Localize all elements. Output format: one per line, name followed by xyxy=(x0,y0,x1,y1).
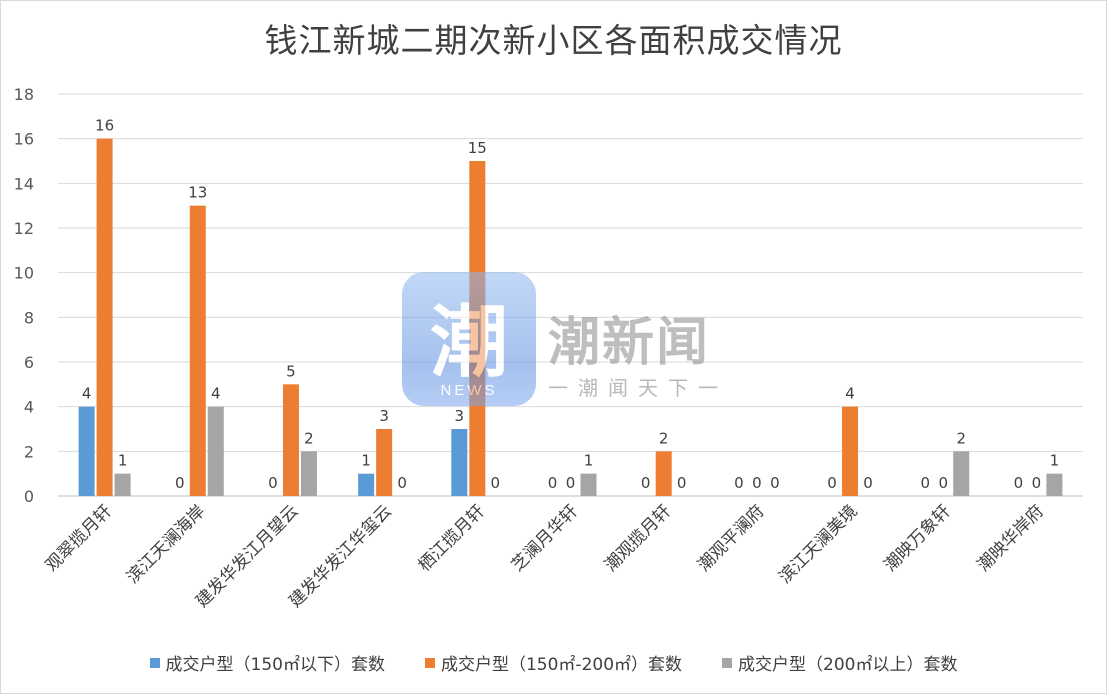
data-label: 0 xyxy=(175,474,185,492)
x-tick-label: 滨江天澜海岸 xyxy=(123,501,209,587)
legend-item-3: 成交户型（200㎡以上）套数 xyxy=(722,650,957,675)
data-label: 3 xyxy=(455,407,465,425)
data-label: 0 xyxy=(770,474,780,492)
legend-label-2: 成交户型（150㎡-200㎡）套数 xyxy=(440,655,683,675)
data-label: 0 xyxy=(566,474,576,492)
bar xyxy=(953,451,970,496)
data-label: 0 xyxy=(677,474,687,492)
data-label: 0 xyxy=(863,474,873,492)
y-tick-label: 0 xyxy=(24,487,34,506)
watermark-glyph: 潮 xyxy=(429,298,508,388)
y-tick-label: 6 xyxy=(24,353,34,372)
x-tick-label: 滨江天澜美境 xyxy=(775,501,861,587)
y-tick-label: 16 xyxy=(14,130,34,149)
y-tick-label: 10 xyxy=(14,264,34,283)
watermark-news: NEWS xyxy=(440,382,498,399)
x-tick-label: 潮观平澜府 xyxy=(694,501,768,575)
data-label: 2 xyxy=(304,429,314,447)
bar xyxy=(580,473,597,496)
data-label: 0 xyxy=(1032,474,1042,492)
data-label: 1 xyxy=(1050,452,1060,470)
data-label: 1 xyxy=(584,452,594,470)
data-label: 5 xyxy=(286,362,296,380)
data-label: 2 xyxy=(659,429,669,447)
y-tick-label: 12 xyxy=(14,219,34,238)
x-tick-label: 观翠揽月轩 xyxy=(42,501,116,575)
y-tick-label: 2 xyxy=(24,442,34,461)
x-tick-label: 建发华发江华玺云 xyxy=(285,501,395,611)
x-tick-label: 栖江揽月轩 xyxy=(415,501,489,575)
bar xyxy=(78,406,95,496)
data-label: 13 xyxy=(188,184,207,202)
x-tick-label: 芝澜月华轩 xyxy=(508,501,582,575)
bar xyxy=(207,406,224,496)
x-tick-label: 潮映华岸府 xyxy=(974,501,1048,575)
data-label: 0 xyxy=(268,474,278,492)
bar xyxy=(1046,473,1063,496)
y-tick-label: 4 xyxy=(24,398,34,417)
legend-swatch-3 xyxy=(722,657,733,668)
data-label: 0 xyxy=(920,474,930,492)
data-label: 16 xyxy=(95,117,114,135)
x-tick-label: 潮观揽月轩 xyxy=(601,501,675,575)
watermark-name: 潮新闻 xyxy=(548,313,711,373)
data-label: 0 xyxy=(938,474,948,492)
bar xyxy=(451,429,468,496)
chart-title: 钱江新城二期次新小区各面积成交情况 xyxy=(264,21,843,60)
bar xyxy=(358,473,375,496)
legend-swatch-1 xyxy=(149,657,160,668)
data-label: 1 xyxy=(361,452,371,470)
data-label: 0 xyxy=(548,474,558,492)
data-label: 0 xyxy=(827,474,837,492)
data-label: 0 xyxy=(734,474,744,492)
y-tick-label: 14 xyxy=(14,174,34,193)
data-label: 3 xyxy=(379,407,389,425)
bar xyxy=(376,429,393,496)
data-label: 15 xyxy=(468,139,487,157)
legend-item-1: 成交户型（150㎡以下）套数 xyxy=(149,650,385,675)
data-label: 0 xyxy=(491,474,501,492)
x-tick-label: 潮映万象轩 xyxy=(881,501,955,575)
data-label: 0 xyxy=(752,474,762,492)
data-label: 1 xyxy=(118,452,128,470)
legend-item-2: 成交户型（150㎡-200㎡）套数 xyxy=(424,650,683,675)
y-tick-label: 18 xyxy=(14,85,34,104)
legend-label-1: 成交户型（150㎡以下）套数 xyxy=(165,655,385,675)
data-label: 4 xyxy=(82,385,92,403)
x-tick-label: 建发华发江月望云 xyxy=(192,501,302,611)
bar xyxy=(655,451,672,496)
bar xyxy=(842,406,859,496)
chart-legend: 成交户型（150㎡以下）套数 成交户型（150㎡-200㎡）套数 成交户型（20… xyxy=(0,650,1107,675)
data-label: 2 xyxy=(956,429,966,447)
watermark-logo: 潮 NEWS xyxy=(402,272,536,406)
data-label: 4 xyxy=(845,385,855,403)
legend-swatch-2 xyxy=(424,657,435,668)
bar xyxy=(96,138,113,496)
legend-label-3: 成交户型（200㎡以上）套数 xyxy=(738,655,958,675)
watermark-tagline: 一潮闻天下一 xyxy=(548,376,728,400)
data-label: 0 xyxy=(641,474,651,492)
data-label: 0 xyxy=(397,474,407,492)
bar xyxy=(189,205,206,496)
y-tick-label: 8 xyxy=(24,308,34,327)
bar xyxy=(114,473,131,496)
bar xyxy=(300,451,317,496)
bar xyxy=(282,384,299,496)
data-label: 0 xyxy=(1014,474,1024,492)
data-label: 4 xyxy=(211,385,221,403)
